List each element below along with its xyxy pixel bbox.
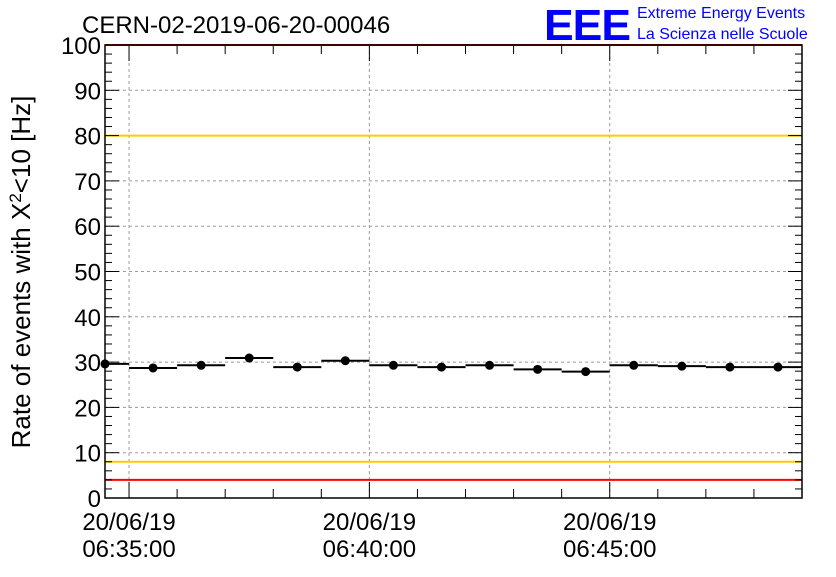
y-axis-label-superscript: 2	[6, 193, 25, 202]
y-tick-label: 80	[74, 124, 101, 151]
chart-title: CERN-02-2019-06-20-00046	[82, 12, 390, 39]
data-point	[533, 364, 543, 374]
data-point	[436, 362, 446, 372]
y-axis-label: Rate of events with X2<10 [Hz]	[6, 96, 37, 449]
axes: 010203040506070809010020/06/1906:35:0020…	[61, 33, 803, 563]
x-tick-label-date: 20/06/19	[323, 509, 416, 536]
y-tick-label: 100	[61, 33, 101, 60]
y-tick-label: 70	[74, 169, 101, 196]
y-tick-label: 50	[74, 260, 101, 287]
data-point	[244, 353, 254, 363]
data-point	[388, 360, 398, 370]
y-tick-label: 30	[74, 350, 101, 377]
y-axis-label-prefix: Rate of events with X	[6, 203, 36, 449]
y-tick-label: 0	[88, 486, 101, 513]
data-point	[773, 362, 783, 372]
grid-layer	[105, 45, 802, 498]
x-tick-label-date: 20/06/19	[563, 509, 656, 536]
data-point	[292, 362, 302, 372]
y-tick-label: 20	[74, 395, 101, 422]
x-tick-label-time: 06:40:00	[323, 536, 416, 563]
data-point	[148, 363, 158, 373]
data-point	[581, 367, 591, 377]
x-tick-label-date: 20/06/19	[82, 509, 175, 536]
y-axis-label-suffix: <10 [Hz]	[6, 96, 36, 194]
x-tick-label-time: 06:45:00	[563, 536, 656, 563]
eee-logo-line1: Extreme Energy Events	[637, 5, 805, 22]
y-tick-label: 10	[74, 441, 101, 468]
eee-logo-line2: La Scienza nelle Scuole	[637, 26, 808, 43]
x-tick-label-time: 06:35:00	[82, 536, 175, 563]
data-point	[196, 360, 206, 370]
y-tick-label: 40	[74, 305, 101, 332]
eee-logo: EEE Extreme Energy Events La Scienza nel…	[544, 1, 808, 50]
eee-logo-mark: EEE	[544, 1, 630, 50]
data-point	[485, 360, 495, 370]
data-point	[629, 360, 639, 370]
data-point	[725, 362, 735, 372]
data-point	[677, 361, 687, 371]
y-tick-label: 60	[74, 214, 101, 241]
y-tick-label: 90	[74, 78, 101, 105]
reference-lines	[105, 44, 802, 481]
data-series	[100, 353, 802, 377]
data-point	[340, 356, 350, 366]
